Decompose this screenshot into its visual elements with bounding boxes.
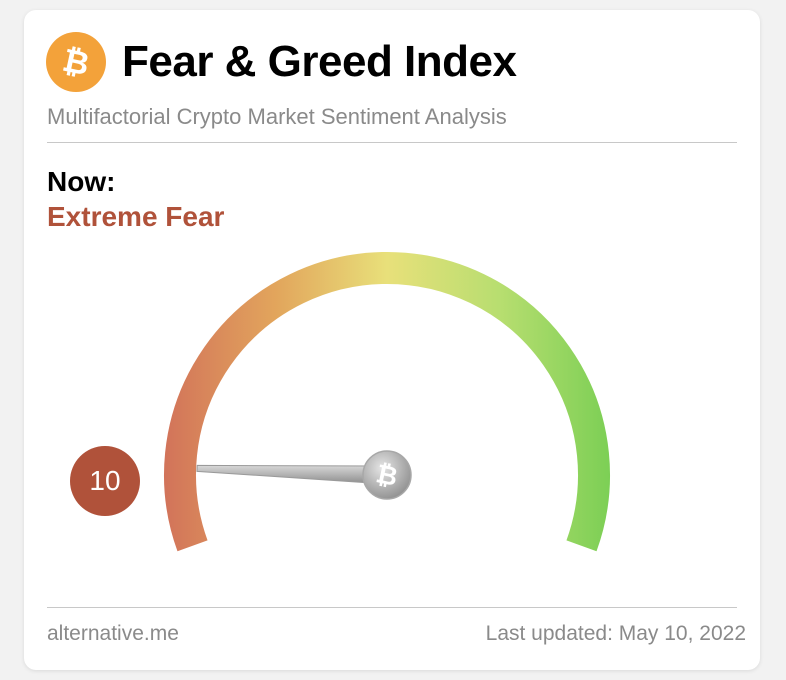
sentiment-status: Extreme Fear [47,201,225,232]
divider [47,142,737,143]
last-updated: Last updated: May 10, 2022 [485,622,746,645]
header: ₿ Fear & Greed Index [46,32,517,92]
gauge-arc [164,252,610,552]
now-label: Now: [47,166,116,197]
sentiment-gauge: ₿ [164,252,610,552]
gauge-hub: ₿ [362,450,412,500]
fear-greed-card: ₿ Fear & Greed Index Multifactorial Cryp… [24,10,760,670]
divider [47,607,737,608]
page-title: Fear & Greed Index [122,37,517,86]
index-value-badge: 10 [70,446,140,516]
gauge-needle [196,464,388,485]
source-link[interactable]: alternative.me [47,622,179,645]
page-subtitle: Multifactorial Crypto Market Sentiment A… [47,104,507,129]
bitcoin-icon: ₿ [46,32,106,92]
